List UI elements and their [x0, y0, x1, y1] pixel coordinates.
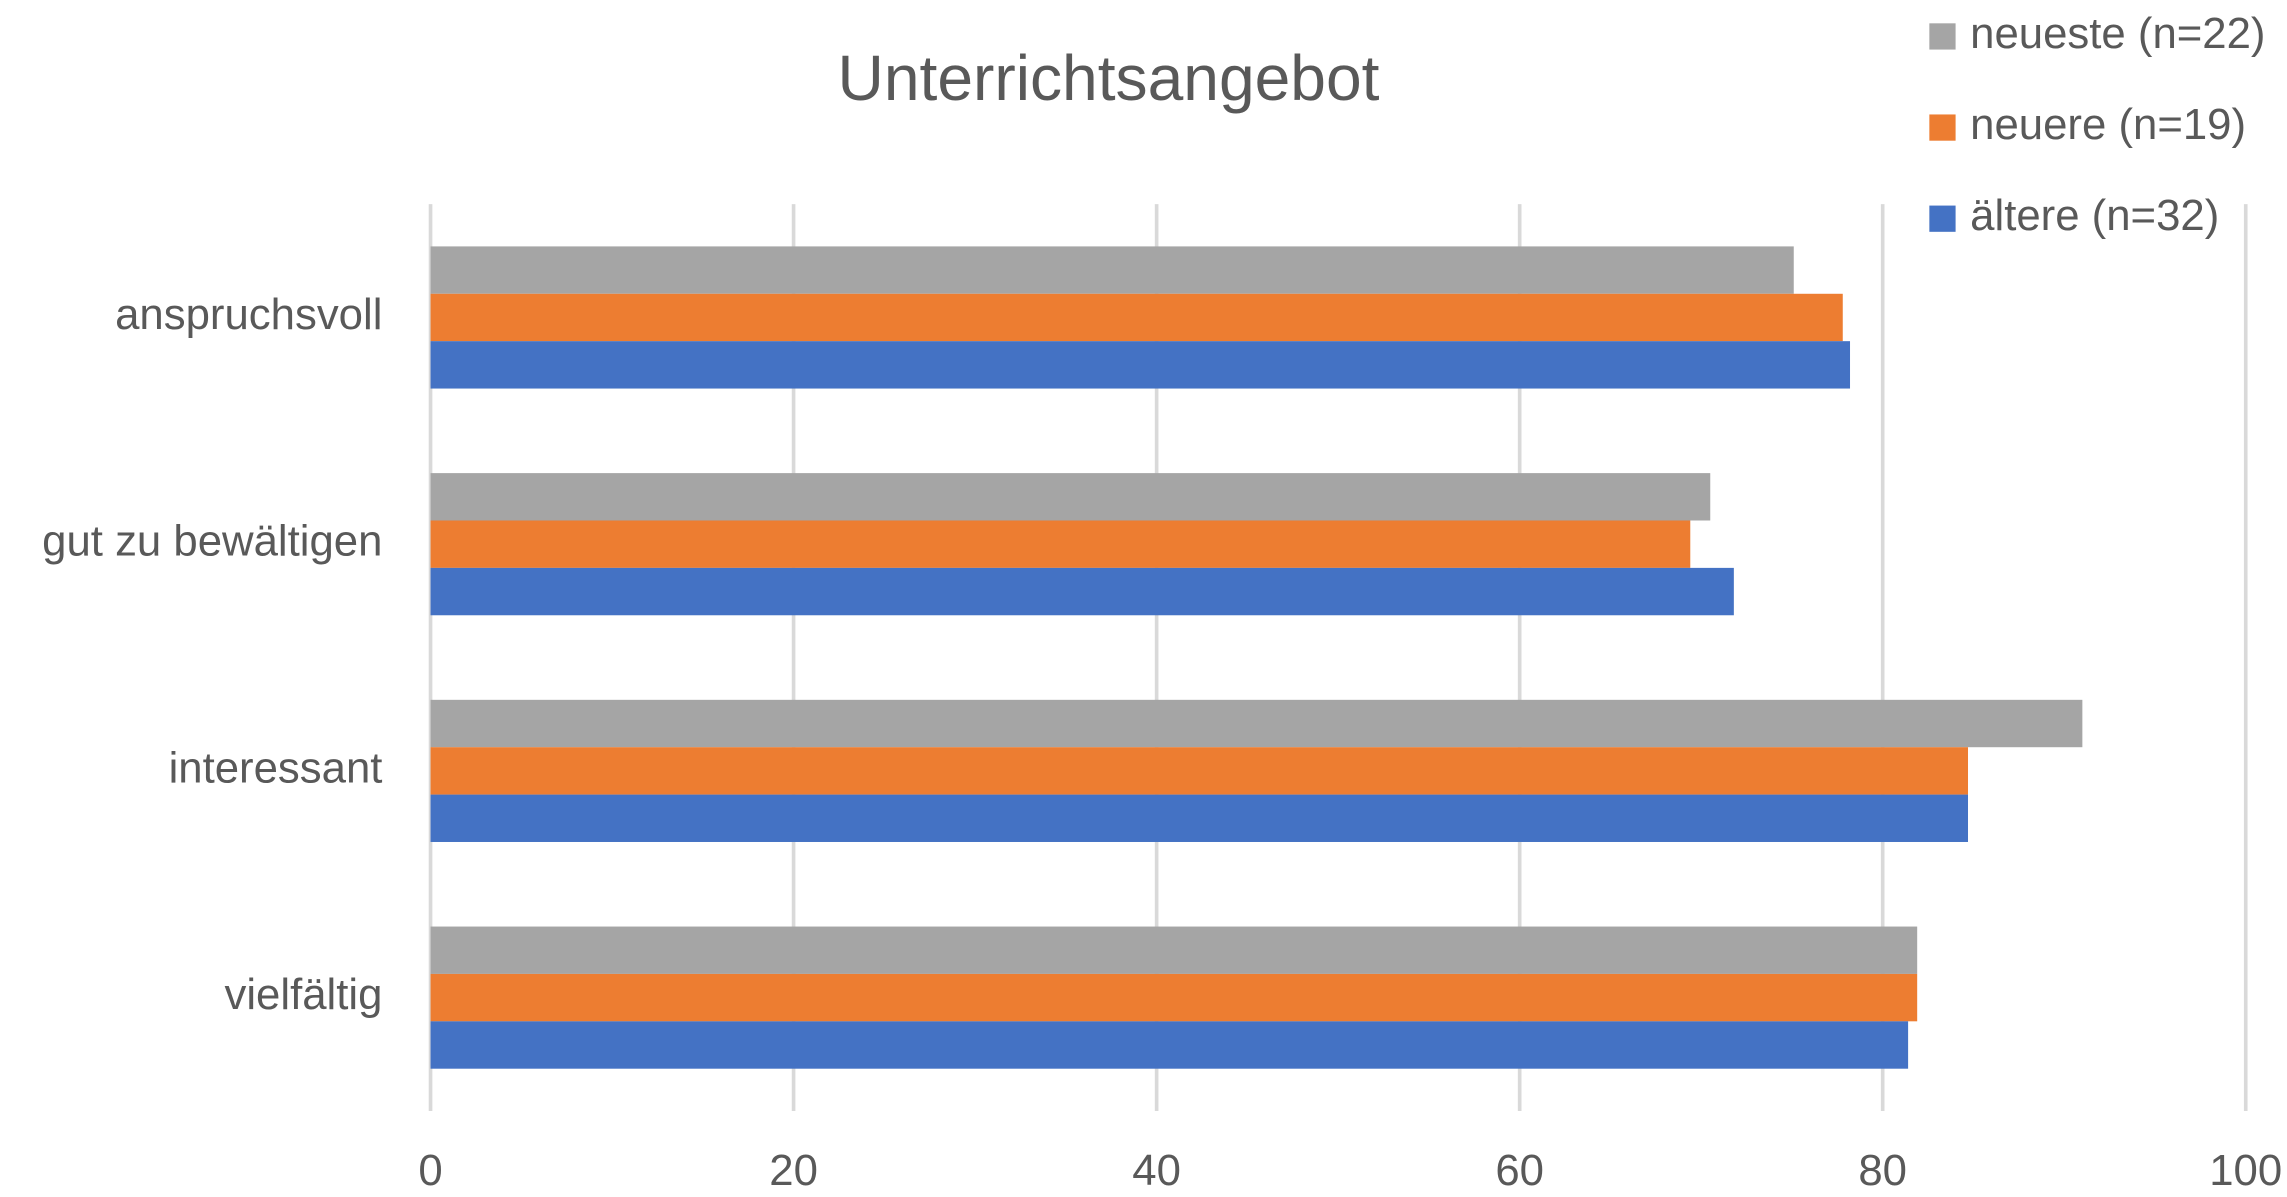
legend-label: neuere (n=19)	[1970, 100, 2246, 149]
legend-label: neueste (n=22)	[1970, 9, 2265, 58]
bar	[430, 794, 1969, 842]
bar	[430, 293, 1843, 342]
bar	[430, 973, 1918, 1022]
bar	[430, 1021, 1909, 1069]
bar	[430, 473, 1711, 521]
bar	[430, 341, 1851, 389]
legend-label: ältere (n=32)	[1970, 191, 2219, 240]
x-tick-label: 100	[2209, 1146, 2282, 1195]
chart-title: Unterrichtsangebot	[838, 42, 1380, 114]
y-tick-label: vielfältig	[224, 970, 382, 1019]
x-tick-label: 40	[1132, 1146, 1181, 1195]
x-tick-label: 0	[418, 1146, 442, 1195]
legend-swatch	[1929, 23, 1956, 50]
bar	[430, 246, 1794, 294]
bar	[430, 747, 1969, 795]
x-tick-label: 20	[769, 1146, 818, 1195]
y-tick-label: gut zu bewältigen	[42, 517, 382, 566]
legend-swatch	[1929, 205, 1956, 232]
bar	[430, 699, 2083, 748]
bar	[430, 567, 1734, 616]
bar	[430, 926, 1918, 974]
bar	[430, 520, 1691, 568]
x-tick-label: 60	[1495, 1146, 1544, 1195]
x-tick-label: 80	[1858, 1146, 1907, 1195]
legend-swatch	[1929, 114, 1956, 141]
y-tick-label: anspruchsvoll	[115, 290, 382, 339]
y-tick-label: interessant	[169, 743, 383, 792]
